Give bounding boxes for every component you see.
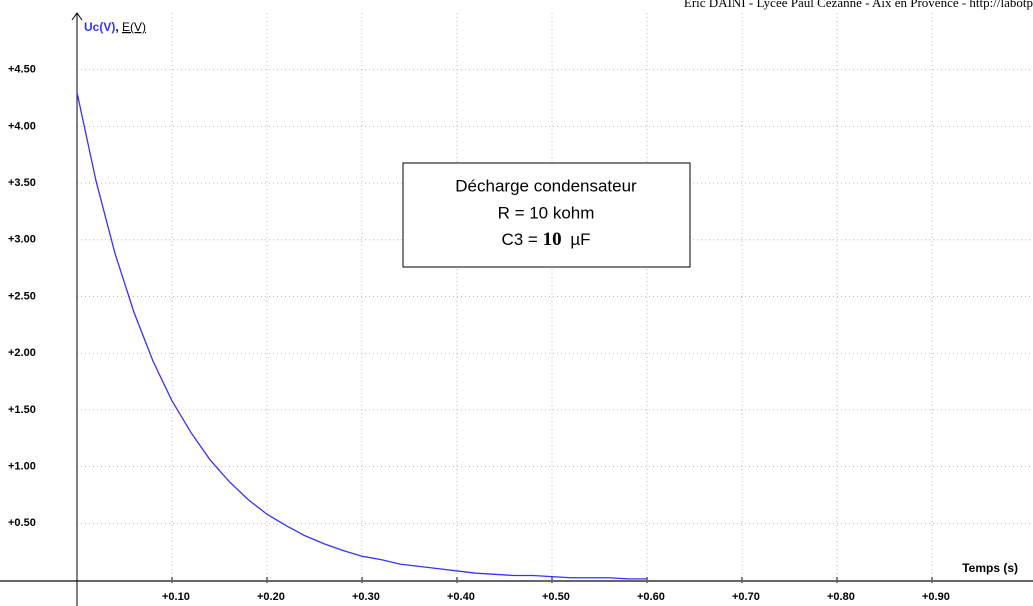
y-tick-label: +1.50 xyxy=(8,404,36,416)
annotation: C3 = 10 µF xyxy=(501,229,590,250)
y-tick-label: +2.00 xyxy=(8,347,36,359)
y-label: Uc(V), E(V) xyxy=(84,20,146,34)
x-tick-label: +0.30 xyxy=(352,591,380,603)
x-tick-label: +0.50 xyxy=(542,591,570,603)
x-tick-label: +0.90 xyxy=(922,591,950,603)
x-label: Temps (s) xyxy=(962,561,1018,575)
y-axis-arrow xyxy=(71,12,83,21)
x-tick-label: +0.40 xyxy=(447,591,475,603)
y-tick-label: +4.00 xyxy=(8,120,36,132)
y-tick-label: +3.50 xyxy=(8,177,36,189)
x-tick-label: +0.20 xyxy=(257,591,285,603)
annotation: Décharge condensateur xyxy=(455,176,637,195)
annotation-c-unit: µF xyxy=(570,230,590,249)
header: Eric DAINI - Lycée Paul Cézanne - Aix en… xyxy=(684,0,1033,10)
annotation: R = 10 kohm xyxy=(498,203,595,222)
y-tick-label: +0.50 xyxy=(8,517,36,529)
annotation-c-label: C3 = xyxy=(501,230,537,249)
x-tick-label: +0.80 xyxy=(827,591,855,603)
y-tick-label: +1.00 xyxy=(8,461,36,473)
y-label-other: E(V) xyxy=(122,20,146,34)
y-tick-label: +2.50 xyxy=(8,290,36,302)
y-label-sep: , xyxy=(115,20,122,34)
x-tick-label: +0.70 xyxy=(732,591,760,603)
data-line xyxy=(76,92,647,580)
x-tick-label: +0.60 xyxy=(637,591,665,603)
annotation-box xyxy=(402,162,691,268)
y-tick-label: +4.50 xyxy=(8,64,36,76)
y-tick-label: +3.00 xyxy=(8,234,36,246)
x-tick-label: +0.10 xyxy=(162,591,190,603)
annotation-c-value: 10 xyxy=(543,229,562,250)
y-label-series: Uc(V) xyxy=(84,20,115,34)
